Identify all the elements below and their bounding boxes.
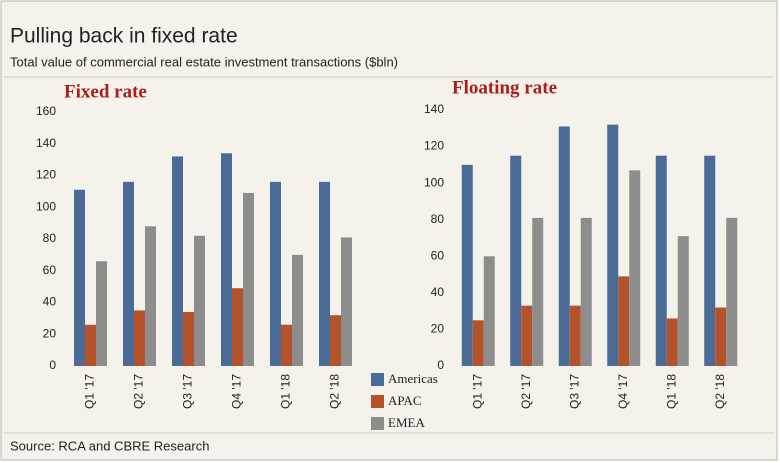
bar	[221, 153, 232, 366]
y-tick-label: 20	[43, 326, 57, 340]
y-tick-label: 80	[431, 212, 445, 226]
bar	[194, 235, 205, 366]
x-tick-label: Q1 '18	[279, 374, 293, 409]
bar	[510, 155, 522, 366]
bar	[319, 181, 330, 366]
y-tick-label: 80	[43, 231, 57, 245]
bar	[461, 164, 473, 366]
y-tick-label: 20	[431, 322, 445, 336]
bar	[704, 155, 716, 366]
bar	[558, 126, 570, 366]
chart-title: Fixed rate	[64, 81, 147, 102]
bar	[726, 217, 738, 366]
bar	[183, 312, 194, 366]
chart-title: Floating rate	[452, 77, 557, 98]
bar	[655, 155, 667, 366]
y-tick-label: 160	[36, 104, 56, 118]
x-tick-label: Q2 '17	[519, 374, 533, 409]
bar	[483, 256, 495, 366]
y-tick-label: 120	[36, 168, 56, 182]
bar	[569, 305, 581, 366]
bar	[341, 237, 352, 366]
x-tick-label: Q1 '17	[470, 374, 484, 409]
y-tick-label: 60	[43, 263, 57, 277]
bar	[521, 305, 533, 366]
page-title: Pulling back in fixed rate	[10, 25, 238, 48]
bar	[472, 320, 484, 366]
bar	[232, 288, 243, 366]
bar	[281, 324, 292, 366]
bar	[607, 124, 619, 366]
y-tick-label: 100	[424, 175, 444, 189]
bar	[123, 181, 134, 366]
bar	[85, 324, 96, 366]
y-tick-label: 120	[424, 139, 444, 153]
y-tick-label: 40	[43, 295, 57, 309]
y-tick-label: 140	[424, 102, 444, 116]
legend-swatch	[371, 395, 384, 408]
y-tick-label: 0	[437, 358, 444, 372]
legend-label: EMEA	[388, 415, 425, 430]
y-tick-label: 100	[36, 199, 56, 213]
source: Source: RCA and CBRE Research	[10, 438, 209, 453]
y-tick-label: 60	[431, 248, 445, 262]
bar	[618, 276, 630, 366]
legend-swatch	[371, 417, 384, 430]
bar	[677, 236, 689, 366]
x-tick-label: Q2 '18	[713, 374, 727, 409]
bar	[145, 226, 156, 366]
bar	[666, 318, 678, 366]
bar	[330, 315, 341, 366]
bar	[172, 156, 183, 366]
bar	[270, 181, 281, 366]
legend-label: Americas	[388, 371, 438, 386]
y-tick-label: 0	[49, 358, 56, 372]
bar	[134, 310, 145, 366]
x-tick-label: Q2 '18	[328, 374, 342, 409]
bar	[629, 170, 641, 366]
bar	[580, 217, 592, 366]
y-tick-label: 140	[36, 136, 56, 150]
page-subtitle: Total value of commercial real estate in…	[10, 54, 398, 69]
legend-swatch	[371, 373, 384, 386]
bar	[243, 192, 254, 366]
bar	[715, 307, 727, 366]
x-tick-label: Q3 '17	[567, 374, 581, 409]
x-tick-label: Q4 '17	[616, 374, 630, 409]
x-tick-label: Q1 '18	[664, 374, 678, 409]
x-tick-label: Q3 '17	[181, 374, 195, 409]
y-tick-label: 40	[431, 285, 445, 299]
bar	[74, 189, 85, 366]
bar	[96, 261, 107, 366]
bar	[532, 217, 544, 366]
bar	[292, 254, 303, 366]
x-tick-label: Q2 '17	[132, 374, 146, 409]
legend-label: APAC	[388, 393, 421, 408]
x-tick-label: Q1 '17	[83, 374, 97, 409]
x-tick-label: Q4 '17	[230, 374, 244, 409]
